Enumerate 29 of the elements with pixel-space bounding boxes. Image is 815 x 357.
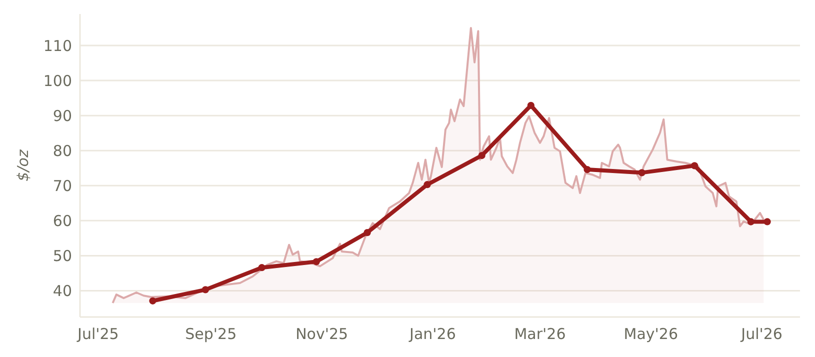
y-tick-label: 110 [43,36,72,55]
y-tick-label: 40 [52,282,72,300]
point [312,258,320,266]
point [527,102,534,109]
x-tick-label: May'26 [624,325,678,343]
point [364,229,371,236]
x-tick-label: Jul'25 [76,325,119,343]
y-tick-label: 90 [52,106,72,125]
y-axis-title: $/oz [14,148,32,182]
x-tick-label: Sep'25 [185,325,237,343]
point [478,152,486,160]
y-tick-label: 100 [43,72,72,90]
point [638,169,646,176]
point [747,218,754,226]
y-tick-label: 70 [52,176,72,195]
point [424,181,431,188]
point [690,162,698,170]
point [149,297,156,304]
y-tick-label: 50 [52,246,72,265]
y-tick-label: 80 [52,142,72,160]
x-tick-label: Nov'25 [296,325,348,343]
point [258,264,266,272]
point [584,166,591,174]
x-tick-label: Jul'26 [740,325,782,343]
y-tick-label: 60 [52,212,72,230]
point [202,286,210,294]
x-tick-label: Mar'26 [514,325,566,343]
point [764,218,771,226]
x-tick-label: Jan'26 [408,325,456,343]
